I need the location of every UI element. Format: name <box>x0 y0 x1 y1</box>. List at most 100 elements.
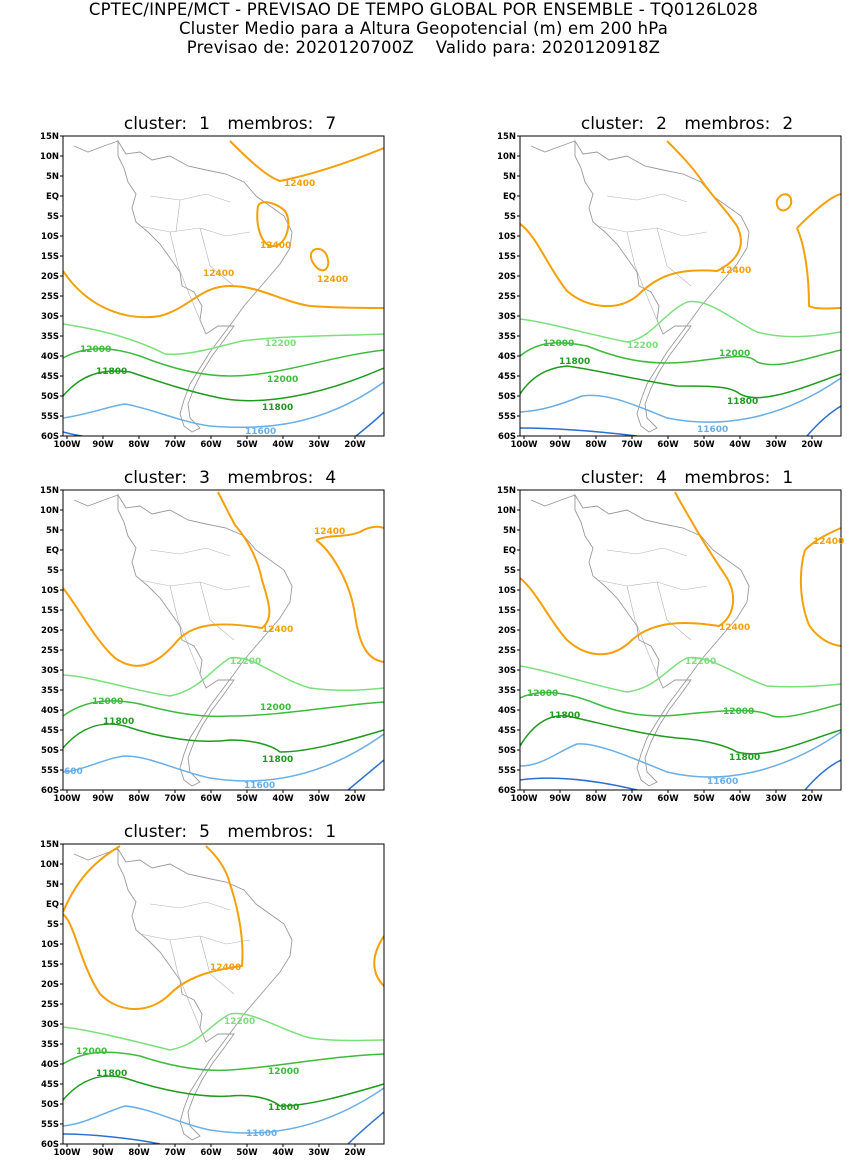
contour-label: 12000 <box>543 339 574 349</box>
lat-tick-label: 20S <box>41 626 59 636</box>
cluster-label: cluster: <box>123 114 188 134</box>
lat-tick-label: 50S <box>498 392 516 402</box>
lon-tick-label: 60W <box>200 440 222 450</box>
contour-11600 <box>63 1087 384 1134</box>
contour-12200 <box>63 656 384 697</box>
contour-11400 <box>806 405 841 436</box>
contour-12400 <box>520 140 742 308</box>
contour-12200 <box>520 656 841 693</box>
title-line-3: Previsao de: 2020120700Z Valido para: 20… <box>186 38 661 57</box>
lat-tick-label: 40S <box>41 1060 59 1070</box>
contour-12400 <box>775 193 793 212</box>
contour-12400 <box>796 227 841 310</box>
lat-tick-label: 5N <box>46 880 59 890</box>
lat-tick-label: 55S <box>41 412 59 422</box>
contour-label: 12400 <box>720 266 751 276</box>
contour-label: 11800 <box>103 717 134 727</box>
page-title: CPTEC/INPE/MCT - PREVISAO DE TEMPO GLOBA… <box>0 0 847 57</box>
lat-tick-label: 40S <box>41 706 59 716</box>
lat-tick-label: 10S <box>41 232 59 242</box>
contour-label: 12400 <box>813 537 844 547</box>
map-panel-cluster-1: cluster: 1 membros: 7 15N 10N 5N EQ 5S 10S 15S 20… <box>30 114 430 464</box>
lat-tick-label: 5N <box>46 172 59 182</box>
contour-12000 <box>63 1051 384 1072</box>
contour-label: 11800 <box>268 1103 299 1113</box>
lon-tick-label: 50W <box>236 794 258 804</box>
lat-tick-label: 45S <box>41 372 59 382</box>
contour-11800 <box>520 715 841 755</box>
contour-label: 12400 <box>284 179 315 189</box>
lat-tick-label: EQ <box>503 192 516 202</box>
cluster-number: 1 <box>199 114 210 134</box>
cluster-label: cluster: <box>580 468 645 488</box>
panel-title: cluster: 1 membros: 7 <box>30 114 430 134</box>
lon-tick-label: 90W <box>92 440 114 450</box>
map-panel-cluster-2: cluster: 2 membros: 2 15N 10N 5N EQ 5S 10S 15S 20… <box>487 114 847 464</box>
lat-tick-label: 25S <box>41 292 59 302</box>
lat-tick-label: 35S <box>41 686 59 696</box>
lon-tick-label: 80W <box>128 794 150 804</box>
members-label: membros: <box>684 468 771 488</box>
lon-tick-label: 70W <box>164 1148 186 1158</box>
lat-tick-label: EQ <box>46 546 59 556</box>
lon-tick-label: 80W <box>585 794 607 804</box>
contour-label: 12000 <box>719 349 750 359</box>
lat-tick-label: 10S <box>498 586 516 596</box>
lat-tick-label: 15S <box>41 252 59 262</box>
lon-tick-label: 50W <box>693 440 715 450</box>
lon-tick-label: 20W <box>344 1148 366 1158</box>
contour-12400 <box>796 193 841 229</box>
lat-tick-label: 30S <box>41 312 59 322</box>
contour-label: 12400 <box>210 963 241 973</box>
contour-12400 <box>63 491 271 667</box>
lat-tick-label: 15N <box>40 486 59 496</box>
lat-tick-label: 5N <box>503 172 516 182</box>
lat-tick-label: 45S <box>498 726 516 736</box>
lat-tick-label: 5S <box>47 920 59 930</box>
lat-tick-label: 5N <box>503 526 516 536</box>
lat-tick-label: 25S <box>498 646 516 656</box>
cluster-label: cluster: <box>580 114 645 134</box>
lat-tick-label: 10S <box>498 232 516 242</box>
contour-map: 15N 10N 5N EQ 5S 10S 15S 20S 25S 30S 35S 40S 45S 50S 5… <box>497 132 842 450</box>
contour-label: 12400 <box>203 269 234 279</box>
lon-tick-label: 80W <box>128 440 150 450</box>
members-count: 2 <box>782 114 794 134</box>
lat-tick-label: 25S <box>498 292 516 302</box>
contour-label: 11800 <box>559 357 590 367</box>
contour-label: 11800 <box>262 755 293 765</box>
panel-title: cluster: 2 membros: 2 <box>487 114 847 134</box>
members-label: membros: <box>684 114 771 134</box>
contour-label: 12400 <box>719 623 750 633</box>
lat-tick-label: 5S <box>47 212 59 222</box>
contour-12400 <box>63 270 384 319</box>
contour-label: 12000 <box>527 689 558 699</box>
axis-ticks: 15N 10N 5N EQ 5S 10S 15S 20S 25S 30S 35S 40S 45S 50S 5… <box>40 840 366 1158</box>
contour-label: 11800 <box>549 711 580 721</box>
lon-tick-label: 70W <box>164 794 186 804</box>
contour-label: 11800 <box>96 1069 127 1079</box>
contour-label: 11800 <box>96 367 127 377</box>
lon-tick-label: 100W <box>510 440 538 450</box>
axis-ticks: 15N 10N 5N EQ 5S 10S 15S 20S 25S 30S 35S 40S 45S 50S 5… <box>497 486 823 804</box>
contour-11400 <box>63 431 83 436</box>
contour-12400 <box>309 247 330 272</box>
lat-tick-label: 35S <box>41 332 59 342</box>
panel-title: cluster: 5 membros: 1 <box>30 822 430 842</box>
cluster-label: cluster: <box>123 822 188 842</box>
lat-tick-label: 15S <box>41 960 59 970</box>
lat-tick-label: 60S <box>498 786 516 796</box>
contour-11400 <box>520 777 638 790</box>
lat-tick-label: 5S <box>504 212 516 222</box>
lat-tick-label: 10N <box>40 860 59 870</box>
lat-tick-label: 20S <box>498 272 516 282</box>
lon-tick-label: 30W <box>308 440 330 450</box>
axis-ticks: 15N 10N 5N EQ 5S 10S 15S 20S 25S 30S 35S 40S 45S 50S 5… <box>497 132 823 450</box>
panel-title: cluster: 3 membros: 4 <box>30 468 430 488</box>
contour-11400 <box>347 759 384 790</box>
country-borders <box>596 193 708 321</box>
lat-tick-label: 50S <box>498 746 516 756</box>
lat-tick-label: 35S <box>41 1040 59 1050</box>
contour-12200 <box>63 323 384 355</box>
country-borders <box>139 901 251 1029</box>
